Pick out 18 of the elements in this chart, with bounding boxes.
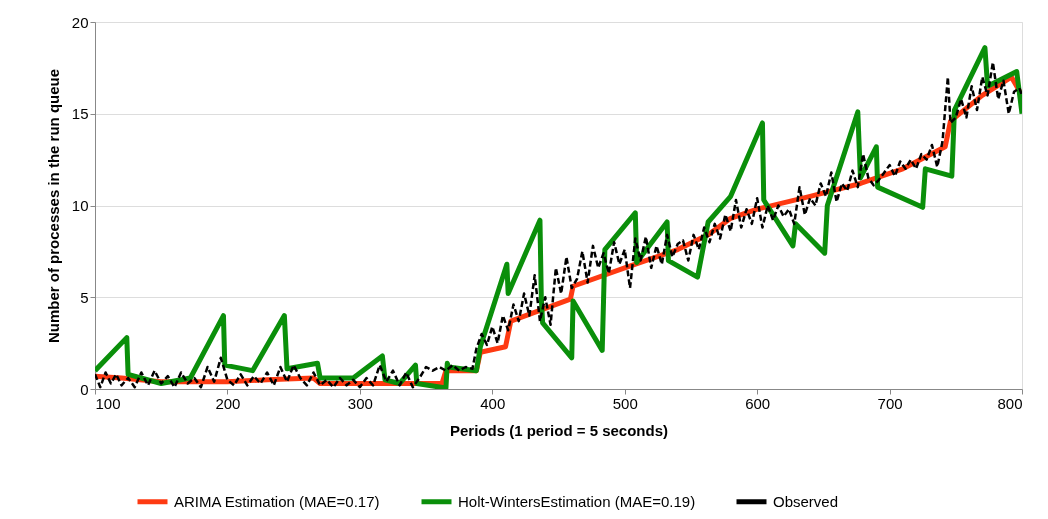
y-tick-label: 15 [71,105,89,123]
x-tick-label: 200 [215,394,241,412]
x-axis-title: Periods (1 period = 5 seconds) [450,421,668,439]
legend-label: Holt-WintersEstimation (MAE=0.19) [458,492,696,510]
x-tick-label: 500 [612,394,638,412]
x-tick-label: 100 [95,394,121,412]
y-axis-title: Number of processes in the run queue [44,68,62,344]
x-tick-label: 300 [347,394,373,412]
x-tick-label: 400 [480,394,506,412]
x-tick-label: 700 [877,394,903,412]
y-tick-label: 10 [71,197,89,214]
x-tick-label: 600 [745,394,771,412]
legend-label: ARIMA Estimation (MAE=0.17) [174,492,380,510]
y-tick-label: 5 [80,288,89,306]
x-tick-label: 800 [997,394,1023,412]
legend-label: Observed [773,492,839,510]
y-tick-label: 0 [80,380,89,398]
y-tick-label: 20 [71,13,89,31]
